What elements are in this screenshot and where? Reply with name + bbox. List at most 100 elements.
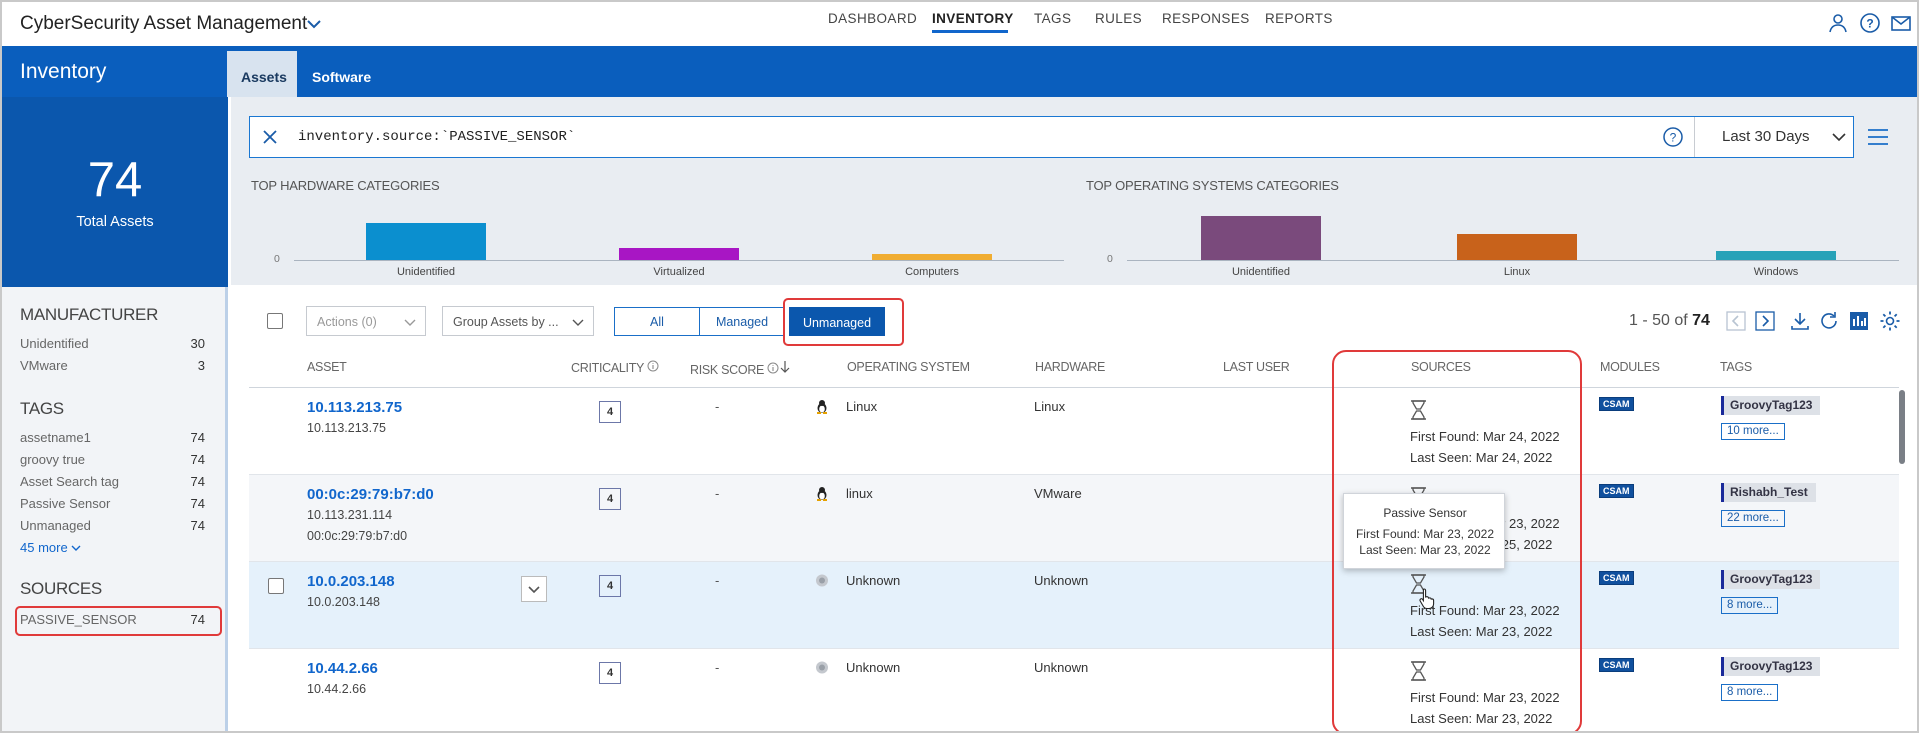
facet-count: 30 [190,336,205,351]
column-header-operating-system[interactable]: OPERATING SYSTEM [847,360,970,374]
nav-reports[interactable]: REPORTS [1265,11,1333,26]
nav-responses[interactable]: RESPONSES [1162,11,1250,26]
tag-chip[interactable]: GroovyTag123 [1721,396,1821,415]
module-badge: CSAM [1599,571,1634,585]
sort-descending-icon[interactable] [779,360,791,374]
help-circle-icon[interactable]: ? [1662,126,1684,148]
criticality-badge[interactable]: 4 [599,662,621,684]
tag-chip[interactable]: Rishabh_Test [1721,483,1816,502]
settings-gear-icon[interactable] [1879,310,1901,332]
tab-software[interactable]: Software [312,69,372,85]
criticality-badge[interactable]: 4 [599,575,621,597]
clear-icon[interactable] [260,127,280,147]
asset-name-link[interactable]: 00:0c:29:79:b7:d0 [307,486,434,503]
criticality-badge[interactable]: 4 [599,488,621,510]
facet-item[interactable]: Asset Search tag 74 [20,474,205,489]
more-tags-link[interactable]: 8 more... [1721,684,1779,701]
row-expand-button[interactable] [521,576,547,602]
chart-category-label: Linux [1503,266,1531,278]
filter-all-button[interactable]: All [614,307,700,336]
chart-bar[interactable] [366,223,486,260]
chart-bar[interactable] [1716,251,1836,260]
active-nav-indicator [932,30,1008,33]
chart-bar[interactable] [1457,234,1577,260]
hamburger-menu-icon[interactable] [1866,126,1890,148]
chevron-down-icon [572,319,584,326]
passive-sensor-icon[interactable] [1410,660,1427,682]
filter-unmanaged-button[interactable]: Unmanaged [789,307,885,336]
top-bar: CyberSecurity Asset Management DASHBOARD… [2,2,1917,46]
chart-bar[interactable] [1201,216,1321,260]
date-range-select[interactable]: Last 30 Days [1694,117,1854,157]
operating-system: linux [846,486,873,501]
show-more-tags-link[interactable]: 45 more [20,540,81,555]
asset-name-link[interactable]: 10.113.213.75 [307,399,403,416]
pagination-summary: 1 - 50 of 74 [1629,312,1710,330]
hand-pointer-cursor-icon [1419,588,1435,609]
more-tags-link[interactable]: 8 more... [1721,597,1779,614]
table-row[interactable]: 10.44.2.66 10.44.2.66 4 - Unknown Unknow… [249,649,1899,731]
facet-item[interactable]: assetname1 74 [20,430,205,445]
info-icon[interactable] [647,360,659,372]
more-tags-link[interactable]: 10 more... [1721,423,1785,440]
table-row[interactable]: 10.113.213.75 10.113.213.75 4 - Linux Li… [249,388,1899,475]
facet-label: Unidentified [20,336,89,351]
download-icon[interactable] [1789,310,1811,332]
nav-tags[interactable]: TAGS [1034,11,1072,26]
facet-label: Passive Sensor [20,496,111,511]
info-icon[interactable] [767,362,779,374]
facet-item[interactable]: Passive Sensor 74 [20,496,205,511]
column-header-hardware[interactable]: HARDWARE [1035,360,1106,374]
facet-count: 74 [190,496,205,511]
search-input[interactable]: inventory.source:`PASSIVE_SENSOR` [298,129,576,145]
column-header-modules[interactable]: MODULES [1600,360,1660,374]
help-circle-icon[interactable]: ? [1859,12,1881,34]
facet-item[interactable]: VMware 3 [20,358,205,373]
asset-name-link[interactable]: 10.44.2.66 [307,660,378,677]
nav-dashboard[interactable]: DASHBOARD [828,11,918,26]
next-page-icon[interactable] [1754,310,1776,332]
chart-toggle-icon[interactable] [1848,310,1870,332]
nav-rules[interactable]: RULES [1095,11,1143,26]
column-header-criticality[interactable]: CRITICALITY [571,360,659,375]
facet-item[interactable]: Unidentified 30 [20,336,205,351]
table-row[interactable]: 10.0.203.148 10.0.203.148 4 - Unknown Un… [249,562,1899,649]
tab-assets[interactable]: Assets [227,51,297,97]
tag-chip[interactable]: GroovyTag123 [1721,570,1821,589]
column-header-sources[interactable]: SOURCES [1411,360,1471,374]
row-checkbox[interactable] [268,578,284,594]
last-seen: Last Seen: Mar 23, 2022 [1410,711,1553,726]
facet-item[interactable]: PASSIVE_SENSOR 74 [20,612,205,627]
chart-bar[interactable] [619,248,739,260]
actions-dropdown[interactable]: Actions (0) [306,306,426,336]
chart-bar[interactable] [872,254,992,260]
more-tags-link[interactable]: 22 more... [1721,510,1785,527]
table-row[interactable]: 00:0c:29:79:b7:d0 10.113.231.114 00:0c:2… [249,475,1899,562]
facet-count: 74 [190,518,205,533]
tag-chip[interactable]: GroovyTag123 [1721,657,1821,676]
facet-title-sources: SOURCES [20,579,102,598]
facet-item[interactable]: Unmanaged 74 [20,518,205,533]
group-by-dropdown[interactable]: Group Assets by ... [442,306,594,336]
column-header-risk-score[interactable]: RISK SCORE [690,360,791,377]
filter-managed-button[interactable]: Managed [699,307,785,336]
passive-sensor-icon[interactable] [1410,399,1427,421]
prev-page-icon[interactable] [1725,310,1747,332]
column-header-asset[interactable]: ASSET [307,360,347,374]
nav-inventory[interactable]: INVENTORY [932,11,1014,26]
total-assets-card: 74 Total Assets [2,97,228,287]
column-header-tags[interactable]: TAGS [1720,360,1752,374]
user-icon[interactable] [1827,12,1849,34]
more-label: 45 more [20,540,68,555]
criticality-badge[interactable]: 4 [599,401,621,423]
chevron-down-icon[interactable] [304,14,324,34]
refresh-icon[interactable] [1818,310,1840,332]
facet-label: Unmanaged [20,518,91,533]
asset-name-link[interactable]: 10.0.203.148 [307,573,395,590]
table-scrollbar[interactable] [1899,390,1905,464]
column-header-last-user[interactable]: LAST USER [1223,360,1290,374]
mail-icon[interactable] [1890,12,1912,34]
search-bar[interactable]: inventory.source:`PASSIVE_SENSOR` ? Last… [249,116,1854,158]
facet-item[interactable]: groovy true 74 [20,452,205,467]
select-all-checkbox[interactable] [267,313,283,329]
